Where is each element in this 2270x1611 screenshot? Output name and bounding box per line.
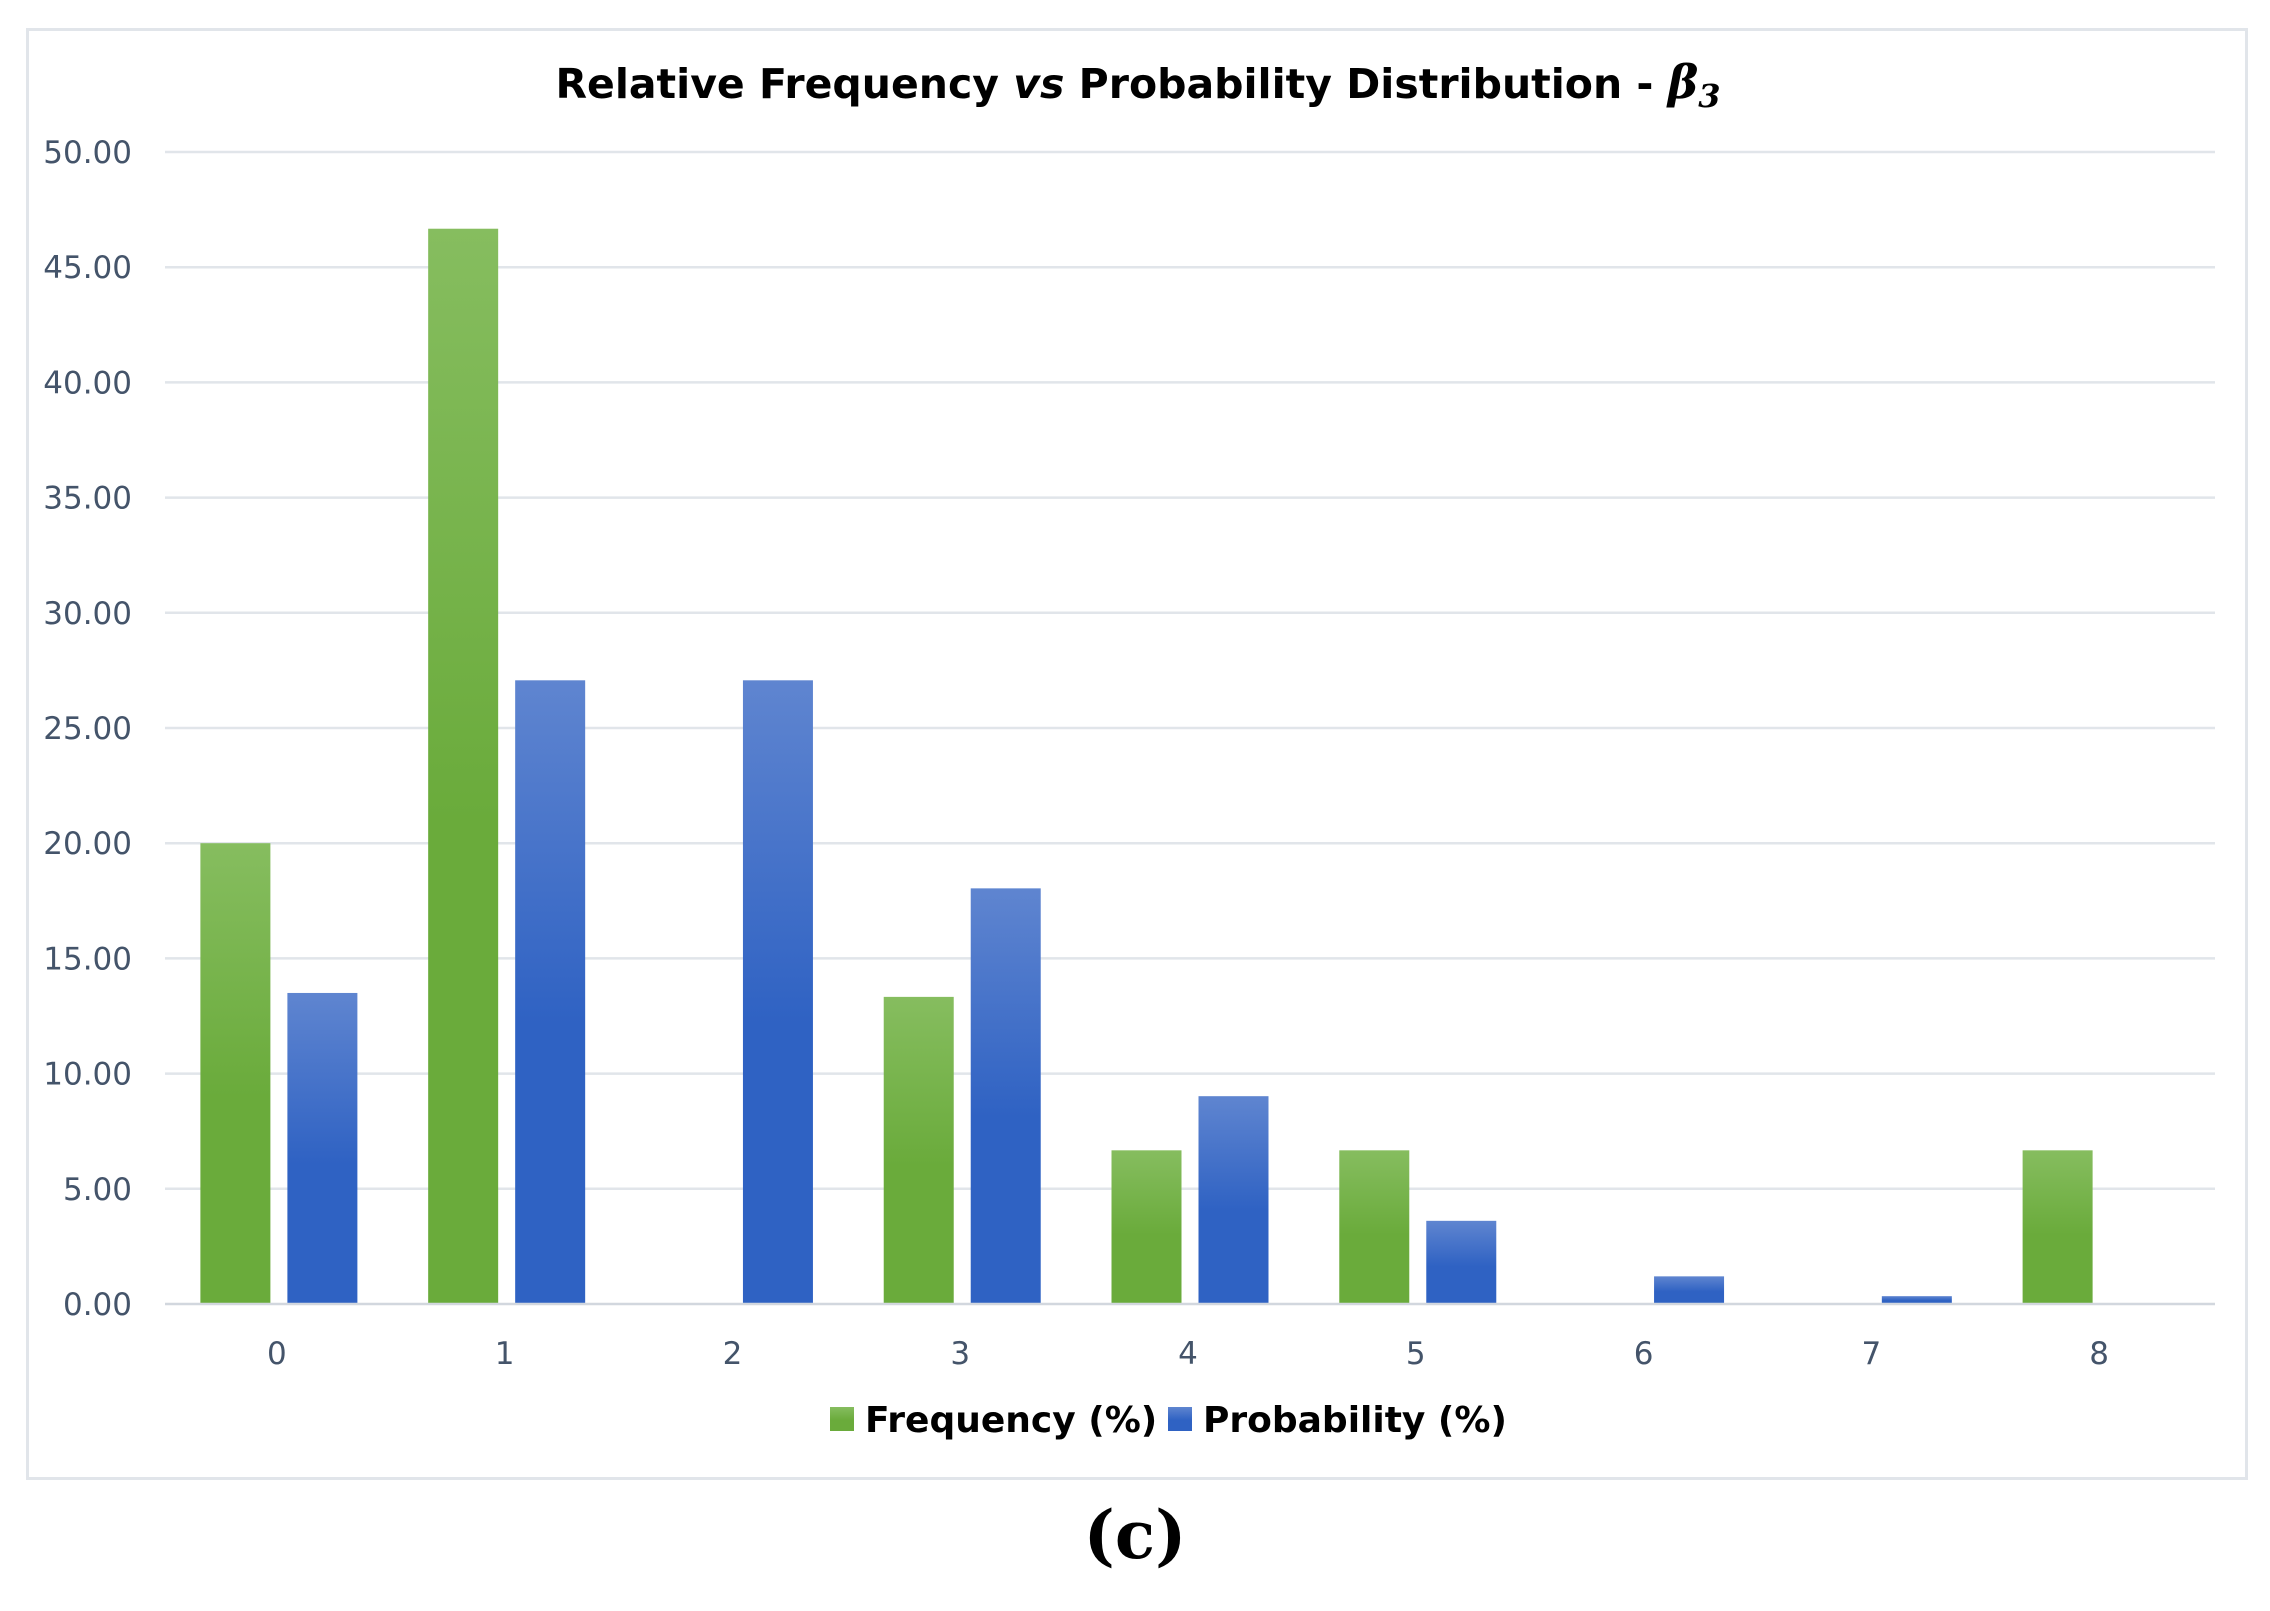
bar-frequency-5: [1339, 1150, 1410, 1304]
bar-frequency-4: [1111, 1150, 1182, 1304]
y-tick-label: 45.00: [43, 250, 132, 286]
bar-probability-7: [1881, 1296, 1952, 1304]
x-tick-label: 8: [2089, 1336, 2109, 1372]
bar-probability-4: [1198, 1096, 1269, 1304]
legend-swatch-frequency: [830, 1407, 854, 1431]
gridlines: [165, 150, 2215, 1191]
legend: Frequency (%) Probability (%): [830, 1400, 1507, 1441]
chart-title-symbol: β: [1666, 55, 1699, 109]
x-tick-label: 1: [495, 1336, 515, 1372]
x-tick-label: 5: [1406, 1336, 1426, 1372]
y-tick-label: 0.00: [63, 1287, 132, 1323]
chart-title-vs: vs: [1013, 60, 1064, 108]
y-tick-label: 20.00: [43, 826, 132, 862]
bar-probability-5: [1426, 1220, 1497, 1304]
bar-probability-2: [742, 680, 813, 1304]
chart-title-prefix: Relative Frequency: [555, 60, 1013, 108]
bar-frequency-0: [200, 843, 271, 1304]
panel-label: (c): [1083, 1496, 1187, 1574]
y-tick-label: 30.00: [43, 596, 132, 632]
y-tick-label: 10.00: [43, 1057, 132, 1093]
y-tick-label: 35.00: [43, 481, 132, 517]
bars: [200, 228, 2093, 1305]
axes: 0.005.0010.0015.0020.0025.0030.0035.0040…: [43, 135, 2215, 1372]
bar-frequency-3: [883, 996, 954, 1304]
chart-title: Relative Frequency vs Probability Distri…: [555, 55, 1720, 115]
y-tick-label: 5.00: [63, 1172, 132, 1208]
bar-frequency-1: [428, 228, 499, 1305]
legend-label-probability: Probability (%): [1203, 1400, 1507, 1441]
bar-probability-3: [970, 888, 1041, 1304]
y-tick-label: 25.00: [43, 711, 132, 747]
y-tick-label: 15.00: [43, 941, 132, 977]
chart-title-middle: Probability Distribution -: [1064, 60, 1667, 108]
y-tick-label: 50.00: [43, 135, 132, 171]
legend-label-frequency: Frequency (%): [865, 1400, 1157, 1441]
bar-frequency-8: [2022, 1150, 2093, 1304]
x-tick-label: 4: [1178, 1336, 1198, 1372]
x-tick-label: 6: [1634, 1336, 1654, 1372]
x-tick-label: 2: [723, 1336, 743, 1372]
bar-probability-6: [1654, 1276, 1725, 1304]
chart-title-subscript: 3: [1698, 77, 1720, 115]
x-tick-label: 7: [1861, 1336, 1881, 1372]
bar-probability-1: [515, 680, 586, 1304]
x-tick-label: 3: [950, 1336, 970, 1372]
legend-swatch-probability: [1168, 1407, 1192, 1431]
x-tick-label: 0: [267, 1336, 287, 1372]
y-tick-label: 40.00: [43, 365, 132, 401]
bar-probability-0: [287, 992, 358, 1304]
